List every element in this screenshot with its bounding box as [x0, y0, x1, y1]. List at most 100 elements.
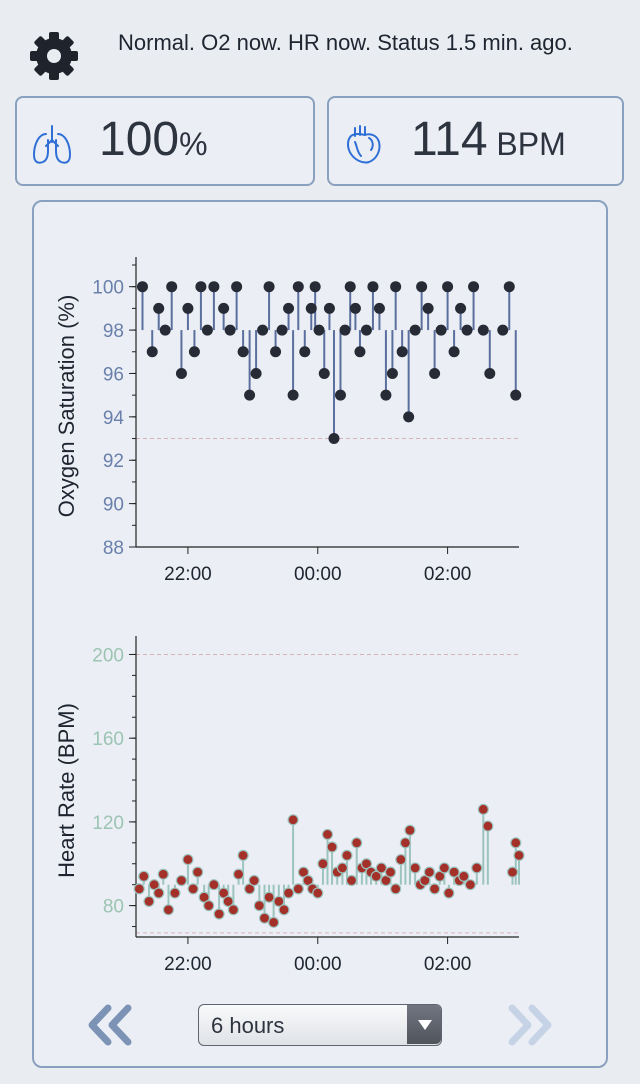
data-point: [213, 908, 225, 920]
data-point: [237, 346, 249, 358]
data-point: [375, 862, 387, 874]
data-point: [208, 281, 220, 293]
data-point: [351, 837, 363, 849]
double-chevron-left-icon: [88, 1004, 132, 1046]
data-point: [345, 874, 358, 887]
data-point: [222, 895, 234, 908]
data-point: [263, 281, 275, 293]
data-point: [429, 883, 441, 895]
data-point: [409, 324, 421, 336]
y-tick-label: 80: [103, 897, 124, 918]
data-point: [292, 883, 304, 895]
data-point: [384, 866, 397, 878]
data-point: [224, 324, 236, 336]
heart-icon: [347, 125, 381, 164]
data-point: [503, 281, 515, 293]
data-point: [448, 346, 460, 358]
x-tick-label: 00:00: [294, 564, 342, 585]
data-point: [203, 900, 215, 912]
data-point: [390, 883, 402, 895]
data-point: [250, 367, 262, 379]
data-point: [339, 324, 351, 336]
y-tick-label: 94: [103, 408, 125, 429]
series: [133, 803, 525, 928]
data-point: [257, 324, 269, 336]
data-point: [423, 866, 436, 878]
double-chevron-right-icon: [508, 1004, 552, 1046]
data-point: [510, 837, 522, 849]
data-point: [435, 324, 447, 336]
data-point: [429, 367, 441, 379]
data-point: [248, 874, 260, 887]
y-tick-label: 200: [92, 645, 124, 666]
data-point: [175, 874, 188, 887]
data-point: [419, 874, 431, 887]
x-tick-label: 00:00: [294, 954, 342, 975]
data-point: [305, 302, 317, 314]
x-tick-label: 22:00: [164, 564, 212, 585]
x-tick-label: 22:00: [164, 954, 212, 975]
data-point: [403, 411, 415, 423]
data-point: [477, 803, 489, 815]
data-point: [278, 904, 290, 916]
data-point: [360, 858, 373, 870]
data-point: [443, 887, 455, 899]
data-point: [268, 916, 280, 928]
next-range-button[interactable]: [502, 1000, 558, 1050]
data-point: [461, 324, 473, 336]
data-point: [136, 281, 148, 293]
data-point: [283, 302, 295, 314]
data-point: [258, 912, 271, 924]
data-point: [354, 346, 366, 358]
data-point: [386, 367, 398, 379]
data-point: [218, 302, 230, 314]
y-axis-title: Heart Rate (BPM): [54, 703, 79, 878]
data-point: [218, 887, 230, 899]
data-point: [360, 324, 372, 336]
data-point: [477, 324, 489, 336]
data-point: [244, 883, 256, 895]
time-range-select[interactable]: 6 hours: [198, 1004, 442, 1046]
data-point: [263, 891, 275, 903]
dropdown-arrow-icon: [407, 1005, 441, 1044]
data-point: [175, 367, 187, 379]
data-point: [468, 281, 480, 293]
x-tick-label: 02:00: [424, 954, 472, 975]
data-point: [253, 900, 265, 912]
data-point: [328, 433, 340, 445]
data-point: [321, 828, 334, 841]
oxygen-saturation-chart: 88 90 92 94 96 98 100 22:00 00:00 02:00 Oxygen Sat…: [54, 257, 522, 585]
data-point: [399, 837, 411, 849]
data-point: [159, 324, 171, 336]
data-point: [309, 281, 321, 293]
data-point: [282, 887, 295, 899]
gear-icon[interactable]: [26, 28, 82, 84]
oxygen-tile[interactable]: 100%: [15, 96, 315, 186]
data-point: [326, 841, 338, 853]
data-point: [148, 879, 160, 891]
series: [136, 281, 522, 445]
heart-rate-number: 114: [411, 113, 488, 166]
data-point: [344, 281, 356, 293]
charts-panel: [32, 200, 608, 1068]
data-point: [270, 346, 282, 358]
oxygen-unit: %: [179, 126, 208, 162]
y-tick-label: 88: [103, 538, 124, 559]
status-text: Normal. O2 now. HR now. Status 1.5 min. …: [118, 30, 573, 55]
y-tick-label: 120: [92, 813, 124, 834]
data-point: [323, 302, 335, 314]
data-point: [442, 281, 454, 293]
data-point: [438, 862, 450, 874]
data-point: [312, 887, 324, 899]
data-point: [422, 302, 434, 314]
data-point: [244, 389, 256, 401]
heart-rate-tile[interactable]: 114 BPM: [327, 96, 624, 186]
data-point: [208, 879, 220, 891]
data-point: [299, 346, 311, 358]
lungs-icon: [33, 125, 71, 164]
data-point: [482, 820, 494, 832]
data-point: [334, 389, 346, 401]
data-point: [497, 324, 509, 336]
previous-range-button[interactable]: [82, 1000, 138, 1050]
data-point: [317, 858, 329, 870]
